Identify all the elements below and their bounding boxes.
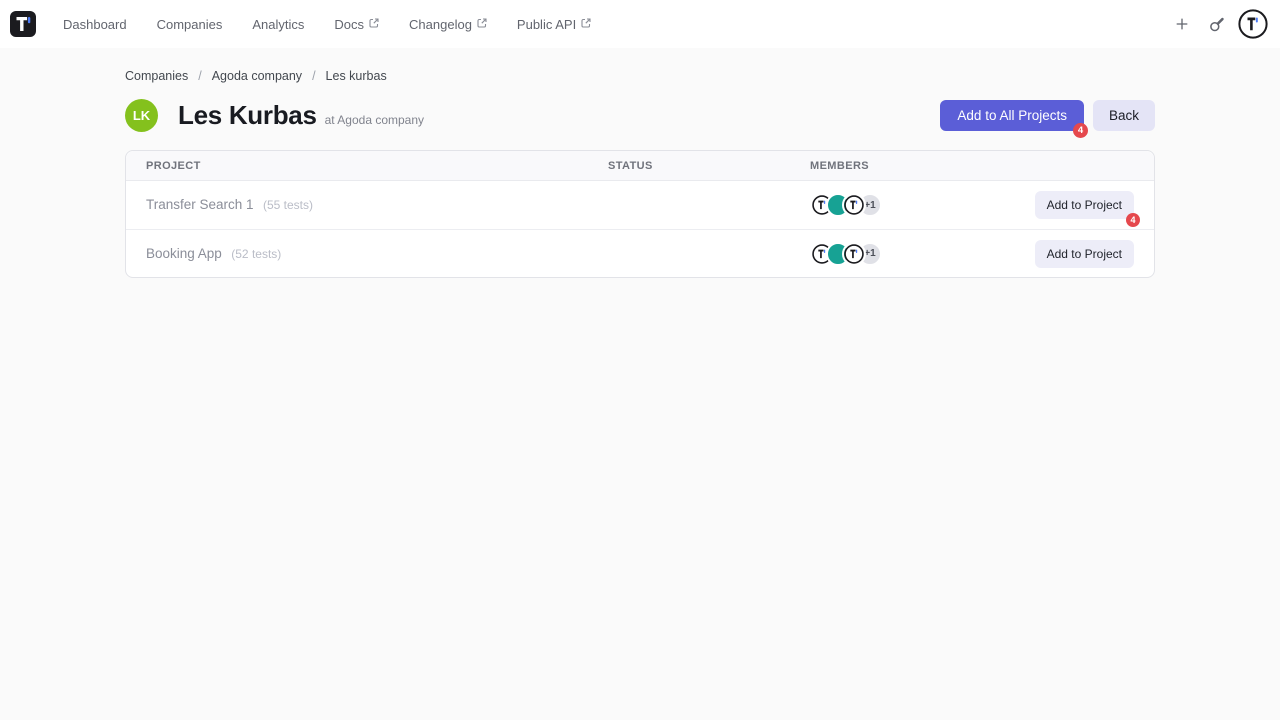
user-avatar[interactable] bbox=[1238, 9, 1268, 39]
project-name: Booking App bbox=[146, 245, 222, 261]
app-logo-icon[interactable] bbox=[9, 10, 37, 38]
breadcrumb-agoda-company[interactable]: Agoda company bbox=[211, 69, 303, 83]
member-avatar-logo-icon bbox=[842, 241, 866, 266]
table-row: Booking App (52 tests) +1 Add to Project bbox=[126, 229, 1154, 277]
add-to-project-button[interactable]: Add to Project bbox=[1034, 239, 1134, 268]
external-link-icon bbox=[477, 18, 487, 28]
plus-icon bbox=[1176, 18, 1188, 30]
notification-badge: 4 bbox=[1126, 213, 1140, 227]
column-header-members: MEMBERS bbox=[810, 159, 870, 172]
search-button[interactable] bbox=[1202, 10, 1230, 38]
project-cell: Booking App (52 tests) bbox=[146, 245, 608, 263]
breadcrumb-les-kurbas[interactable]: Les kurbas bbox=[325, 69, 387, 83]
top-nav-bar: Dashboard Companies Analytics Docs Chang… bbox=[0, 0, 1280, 48]
nav-item-analytics[interactable]: Analytics bbox=[252, 16, 305, 32]
breadcrumb-companies[interactable]: Companies bbox=[125, 69, 189, 83]
member-avatar-logo-icon bbox=[842, 193, 866, 217]
nav-item-dashboard[interactable]: Dashboard bbox=[63, 16, 127, 32]
project-cell: Transfer Search 1 (55 tests) bbox=[146, 196, 608, 214]
external-link-icon bbox=[369, 18, 379, 28]
projects-table: PROJECT STATUS MEMBERS Transfer Search 1… bbox=[125, 150, 1155, 278]
add-button[interactable] bbox=[1168, 10, 1196, 38]
table-row: Transfer Search 1 (55 tests) +1 Add to P… bbox=[126, 181, 1154, 229]
project-test-count: (52 tests) bbox=[231, 246, 282, 261]
project-test-count: (55 tests) bbox=[263, 198, 314, 212]
nav-item-companies[interactable]: Companies bbox=[156, 16, 223, 32]
breadcrumb-separator: / bbox=[312, 69, 316, 83]
page-subtitle: at Agoda company bbox=[324, 113, 425, 127]
column-header-status: STATUS bbox=[608, 159, 653, 172]
add-to-project-button[interactable]: Add to Project 4 bbox=[1034, 191, 1140, 227]
primary-nav: Dashboard Companies Analytics Docs Chang… bbox=[63, 17, 591, 32]
page-header: LK Les Kurbas at Agoda company Add to Al… bbox=[125, 99, 1155, 138]
nav-item-public-api[interactable]: Public API bbox=[517, 17, 591, 32]
column-header-project: PROJECT bbox=[146, 159, 201, 172]
external-link-icon bbox=[581, 18, 591, 28]
main-content: Companies / Agoda company / Les kurbas L… bbox=[125, 69, 1155, 278]
add-to-all-projects-button[interactable]: Add to All Projects 4 bbox=[940, 100, 1088, 138]
table-header-row: PROJECT STATUS MEMBERS bbox=[126, 151, 1154, 181]
nav-item-docs[interactable]: Docs bbox=[334, 17, 379, 32]
breadcrumb-separator: / bbox=[198, 69, 202, 83]
members-cell: +1 bbox=[810, 193, 994, 217]
nav-item-changelog[interactable]: Changelog bbox=[409, 17, 487, 32]
members-cell: +1 bbox=[810, 241, 994, 266]
person-avatar: LK bbox=[125, 99, 158, 132]
action-cell: Add to Project 4 bbox=[1034, 191, 1140, 227]
project-name: Transfer Search 1 bbox=[146, 197, 254, 212]
notification-badge: 4 bbox=[1072, 123, 1088, 138]
action-cell: Add to Project bbox=[1034, 239, 1134, 268]
back-button[interactable]: Back bbox=[1092, 100, 1155, 131]
title-group: Les Kurbas at Agoda company bbox=[178, 100, 424, 131]
header-actions: Add to All Projects 4 Back bbox=[940, 100, 1155, 138]
page-title: Les Kurbas bbox=[178, 100, 317, 130]
search-icon bbox=[1209, 17, 1224, 31]
breadcrumb: Companies / Agoda company / Les kurbas bbox=[125, 69, 1155, 83]
